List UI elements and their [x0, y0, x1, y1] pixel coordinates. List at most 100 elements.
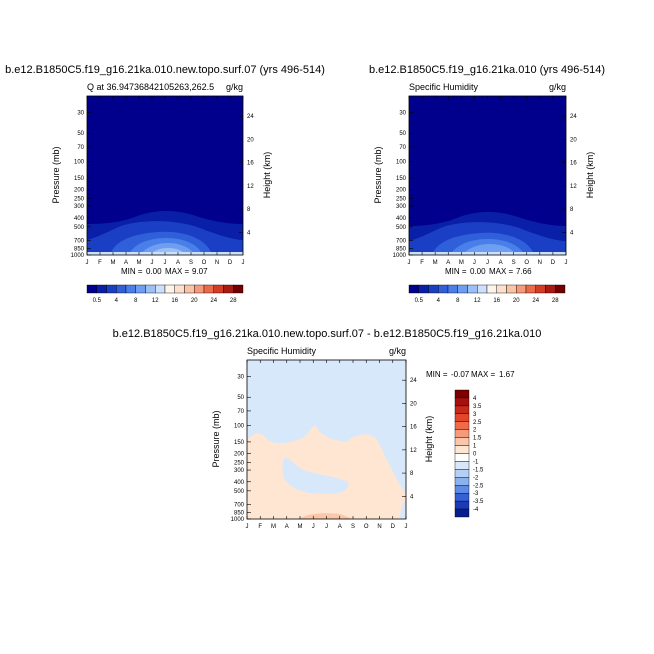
y-right-tick-label: 16	[247, 161, 254, 167]
x-tick-label: M	[298, 524, 303, 530]
y-tick-label: 70	[399, 145, 406, 151]
x-tick-label: M	[271, 524, 276, 530]
y-tick-label: 50	[237, 395, 244, 401]
y-tick-label: 150	[234, 440, 245, 446]
y-tick-label: 30	[399, 110, 406, 116]
panel-1-subtitle: Q at 36.94736842105263,262.5	[87, 82, 214, 92]
y-right-tick-label: 12	[570, 184, 577, 190]
colorbar-swatch	[454, 445, 470, 454]
panel-2-ylabel-right: Height (km)	[585, 152, 595, 199]
colorbar-label: 0	[473, 452, 477, 458]
colorbar-label: 24	[532, 298, 539, 304]
colorbar-swatch	[213, 284, 224, 294]
colorbar-label: 20	[513, 298, 520, 304]
colorbar-swatch	[454, 429, 470, 438]
x-tick-label: J	[242, 260, 245, 266]
colorbar-swatch	[428, 284, 439, 294]
panel-3-subtitle: Specific Humidity	[247, 346, 317, 356]
x-tick-label: N	[215, 260, 219, 266]
colorbar-swatch	[454, 477, 470, 486]
y-right-tick-label: 4	[247, 230, 251, 236]
panel-3-level-neg-corner	[400, 500, 406, 519]
panel-3-min-label: MIN =	[426, 370, 448, 379]
colorbar-label: 2.5	[473, 420, 482, 426]
colorbar-swatch	[454, 437, 470, 446]
y-tick-label: 400	[234, 480, 245, 486]
y-tick-label: 850	[74, 246, 85, 252]
colorbar-swatch	[454, 421, 470, 430]
panel-1-max-value: 9.07	[192, 267, 208, 276]
y-tick-label: 1000	[71, 253, 85, 259]
colorbar-swatch	[454, 397, 470, 407]
panel-2-y-ticks-right: 24 20 16 12 8 4	[562, 114, 577, 236]
colorbar-swatch	[408, 284, 419, 294]
y-tick-label: 70	[237, 409, 244, 415]
x-tick-label: M	[433, 260, 438, 266]
colorbar-label: -1	[473, 459, 479, 465]
colorbar-swatch	[454, 453, 470, 462]
y-tick-label: 250	[74, 197, 85, 203]
colorbar-label: -3.5	[473, 499, 484, 505]
panel-1-max-label: MAX =	[165, 267, 190, 276]
x-tick-label: S	[512, 260, 516, 266]
y-right-tick-label: 8	[410, 471, 414, 477]
colorbar-swatch	[184, 284, 195, 294]
panel-3-level-pos	[247, 425, 406, 519]
y-tick-label: 200	[74, 188, 85, 194]
y-tick-label: 250	[234, 461, 245, 467]
x-tick-label: F	[420, 260, 424, 266]
panel-2-units: g/kg	[549, 82, 566, 92]
colorbar-swatch	[454, 413, 470, 422]
colorbar-swatch	[506, 284, 517, 294]
colorbar-label: 8	[134, 298, 138, 304]
x-tick-label: D	[551, 260, 556, 266]
y-tick-label: 30	[77, 110, 84, 116]
x-tick-label: M	[137, 260, 142, 266]
colorbar-label: 1	[473, 444, 477, 450]
colorbar-swatch	[467, 284, 478, 294]
panel-2-subtitle: Specific Humidity	[409, 82, 479, 92]
colorbar-label: -2.5	[473, 483, 484, 489]
colorbar-swatch	[447, 284, 458, 294]
colorbar-swatch	[86, 284, 97, 294]
y-tick-label: 700	[234, 503, 245, 509]
colorbar-label: 4	[473, 396, 477, 402]
colorbar-swatch	[496, 284, 507, 294]
y-right-tick-label: 20	[410, 401, 417, 407]
panel-2-field	[408, 95, 567, 256]
y-tick-label: 50	[399, 131, 406, 137]
panel-3-max-label: MAX =	[471, 370, 496, 379]
colorbar-swatch	[223, 284, 234, 294]
colorbar-swatch	[555, 284, 566, 294]
colorbar-swatch	[454, 461, 470, 470]
colorbar-swatch	[454, 469, 470, 478]
y-tick-label: 300	[74, 204, 85, 210]
x-tick-label: A	[446, 260, 450, 266]
y-tick-label: 250	[396, 197, 407, 203]
y-tick-label: 200	[234, 452, 245, 458]
colorbar-swatch	[454, 508, 470, 518]
colorbar-swatch	[155, 284, 166, 294]
y-tick-label: 200	[396, 188, 407, 194]
x-tick-label: D	[391, 524, 396, 530]
y-tick-label: 850	[396, 246, 407, 252]
y-tick-label: 150	[74, 176, 85, 182]
x-tick-label: N	[538, 260, 542, 266]
x-tick-label: J	[408, 260, 411, 266]
colorbar-label: 4	[437, 298, 441, 304]
colorbar-label: 0.5	[415, 298, 424, 304]
x-tick-label: F	[258, 524, 262, 530]
panel-2-min-label: MIN =	[445, 267, 467, 276]
panel-1-y-ticks-right: 24 20 16 12 8 4	[239, 114, 254, 236]
x-tick-label: J	[405, 524, 408, 530]
y-tick-label: 100	[396, 159, 407, 165]
colorbar-label: 28	[230, 298, 237, 304]
colorbar-label: 1.5	[473, 436, 482, 442]
colorbar-swatch	[525, 284, 536, 294]
x-tick-label: O	[364, 524, 369, 530]
y-right-tick-label: 16	[570, 161, 577, 167]
x-tick-label: N	[377, 524, 381, 530]
x-tick-label: J	[246, 524, 249, 530]
